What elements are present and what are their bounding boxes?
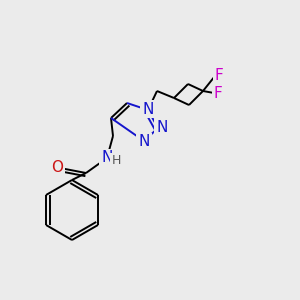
Text: N: N (142, 101, 154, 116)
Text: N: N (138, 134, 150, 149)
Text: N: N (156, 121, 168, 136)
Text: O: O (51, 160, 63, 175)
Text: H: H (111, 154, 121, 167)
Text: N: N (101, 151, 113, 166)
Text: F: F (214, 85, 222, 100)
Text: F: F (214, 68, 224, 83)
